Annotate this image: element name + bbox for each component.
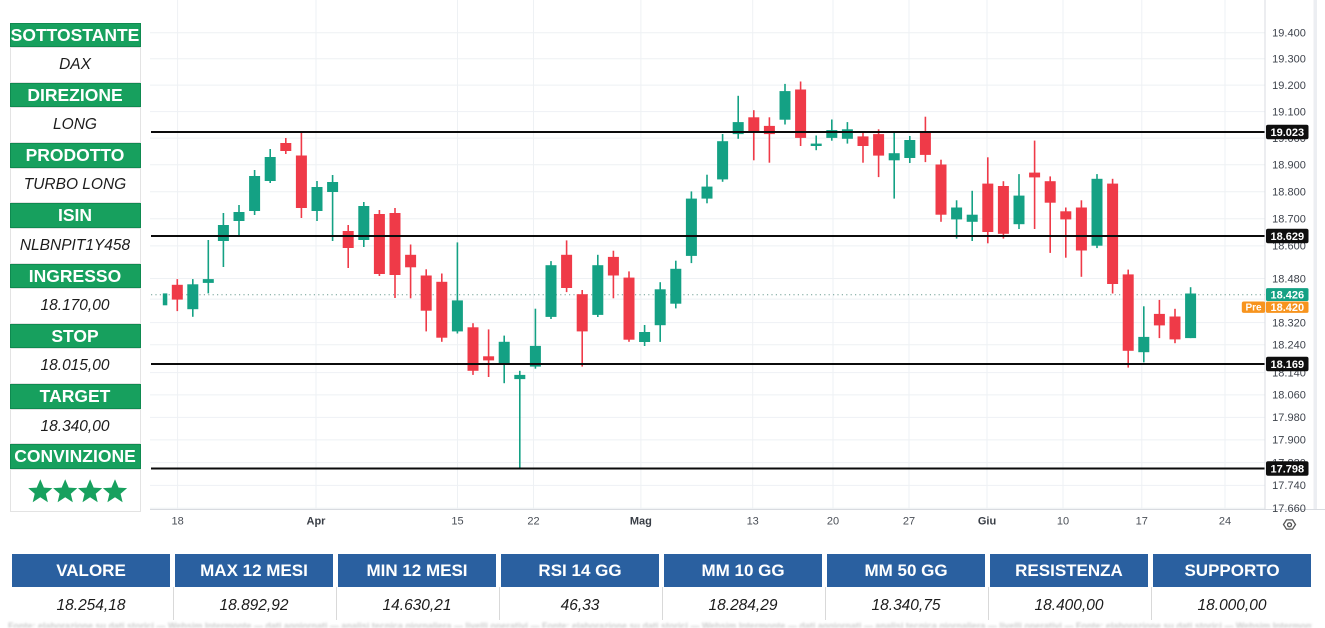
svg-text:19.400: 19.400	[1272, 28, 1306, 40]
svg-text:13: 13	[747, 516, 759, 528]
svg-text:22: 22	[527, 516, 539, 528]
svg-text:18.426: 18.426	[1270, 289, 1304, 301]
svg-text:18.629: 18.629	[1270, 231, 1304, 243]
svg-text:18.900: 18.900	[1272, 160, 1306, 172]
svg-text:17.660: 17.660	[1272, 503, 1306, 515]
svg-text:18.700: 18.700	[1272, 214, 1306, 226]
svg-text:17.798: 17.798	[1270, 463, 1304, 475]
svg-text:19.200: 19.200	[1272, 80, 1306, 92]
svg-text:19.300: 19.300	[1272, 54, 1306, 66]
svg-text:Pre: Pre	[1245, 303, 1262, 314]
svg-text:10: 10	[1057, 516, 1069, 528]
svg-text:15: 15	[451, 516, 463, 528]
svg-text:18.420: 18.420	[1270, 302, 1304, 314]
svg-text:19.100: 19.100	[1272, 106, 1306, 118]
svg-text:Giu: Giu	[978, 516, 996, 528]
svg-text:17.980: 17.980	[1272, 412, 1306, 424]
svg-text:18.600: 18.600	[1272, 241, 1306, 253]
svg-text:17.740: 17.740	[1272, 480, 1306, 492]
svg-text:18.320: 18.320	[1272, 317, 1306, 329]
svg-text:17.900: 17.900	[1272, 435, 1306, 447]
svg-text:18.480: 18.480	[1272, 273, 1306, 285]
svg-text:19.023: 19.023	[1270, 127, 1304, 139]
svg-text:18: 18	[171, 516, 183, 528]
svg-text:24: 24	[1219, 516, 1231, 528]
svg-text:18.800: 18.800	[1272, 187, 1306, 199]
svg-text:Mag: Mag	[630, 516, 652, 528]
svg-text:Apr: Apr	[307, 516, 327, 528]
svg-text:27: 27	[903, 516, 915, 528]
svg-text:20: 20	[827, 516, 839, 528]
svg-text:18.169: 18.169	[1270, 359, 1304, 371]
svg-text:18.240: 18.240	[1272, 340, 1306, 352]
svg-text:17: 17	[1136, 516, 1148, 528]
svg-text:18.060: 18.060	[1272, 390, 1306, 402]
